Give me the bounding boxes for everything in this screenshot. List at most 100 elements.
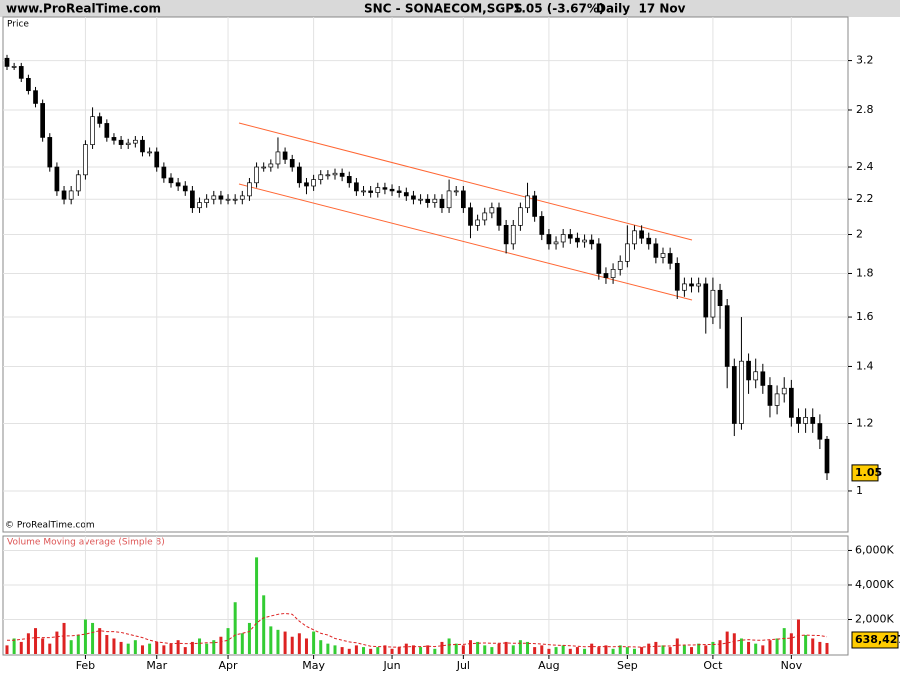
candle-body (275, 151, 281, 165)
y-tick-label: 1.4 (856, 359, 874, 372)
volume-bar (62, 622, 66, 654)
volume-bar (119, 641, 123, 654)
x-tick-label: Aug (538, 659, 559, 672)
candle-body (468, 207, 473, 226)
candle-body (560, 234, 566, 243)
candle-body (439, 198, 445, 209)
candle-body (703, 283, 709, 318)
candle-body (304, 182, 309, 187)
copyright: © ProRealTime.com (5, 521, 95, 531)
candle-body (296, 166, 302, 184)
candle-body (617, 260, 623, 270)
volume-bar (162, 645, 166, 654)
candle-body (796, 417, 801, 424)
volume-bar (76, 635, 80, 654)
candle-body (432, 198, 438, 203)
candle-body (696, 283, 702, 287)
volume-bar (411, 645, 415, 654)
candle-body (354, 182, 359, 192)
candle-body (767, 385, 773, 406)
candle-body (624, 243, 630, 262)
volume-bar (811, 638, 815, 654)
y-tick-label: 1.2 (856, 416, 874, 429)
volume-bar (133, 640, 137, 654)
candle-body (97, 116, 103, 124)
volume-bar (362, 647, 366, 654)
volume-bar (354, 645, 358, 654)
volume-bar (12, 638, 16, 654)
volume-bar (91, 622, 95, 654)
candle-body (425, 198, 431, 203)
y-tick-label: 2.8 (856, 103, 874, 116)
candle-body (118, 139, 124, 145)
volume-bar (304, 638, 308, 654)
volume-bar (269, 626, 273, 654)
candle-body (532, 195, 538, 217)
volume-bar (547, 648, 551, 654)
volume-bar (697, 643, 701, 654)
candle-body (682, 283, 687, 291)
candle-body (132, 139, 138, 144)
volume-bar (383, 645, 387, 654)
candle-body (311, 179, 316, 187)
candle-body (460, 190, 466, 209)
candle-body (724, 305, 730, 367)
volume-bar (796, 619, 800, 654)
volume-bar (126, 643, 130, 654)
volume-bar (426, 645, 430, 654)
volume-bar (148, 643, 152, 654)
x-tick-label: Feb (76, 659, 95, 672)
candle-body (154, 151, 160, 168)
volume-bar (319, 640, 323, 654)
last-price-label: 1.05 (855, 466, 882, 479)
volume-bar (711, 641, 715, 654)
candle-body (332, 172, 338, 176)
candle-body (104, 123, 110, 138)
volume-bar (454, 643, 458, 654)
y-tick-label: 1.6 (856, 310, 874, 323)
volume-bar (632, 648, 636, 654)
volume-bar (369, 648, 373, 654)
volume-bar (240, 633, 244, 654)
candle-body (375, 187, 381, 193)
candle-body (539, 216, 545, 235)
volume-bar (255, 557, 259, 654)
volume-bar (105, 635, 109, 654)
volume-bar (732, 633, 736, 654)
volume-bar (390, 648, 394, 654)
volume-bar (440, 641, 444, 654)
symbol: SNC - SONAECOM,SGPS (364, 2, 523, 16)
candle-body (774, 393, 780, 406)
candle-body (147, 151, 152, 154)
candle-body (667, 253, 673, 264)
candle-body (396, 190, 402, 193)
volume-bar (618, 645, 622, 654)
x-tick-label: Oct (703, 659, 723, 672)
volume-bar (775, 638, 779, 654)
candle-body (254, 166, 259, 184)
candle-body (47, 137, 53, 168)
volume-bar (675, 638, 679, 654)
volume-bar (490, 647, 494, 654)
volume-bar (540, 645, 544, 654)
candle-body (190, 190, 195, 209)
volume-bar (233, 602, 237, 654)
x-tick-label: Jun (382, 659, 400, 672)
volume-bar (5, 645, 9, 654)
period: Daily 17 Nov (596, 2, 686, 16)
volume-bar (419, 647, 423, 654)
volume-bar (789, 633, 793, 654)
candle-body (368, 190, 374, 193)
volume-bar (725, 631, 729, 654)
candle-body (211, 195, 217, 200)
volume-bar (41, 638, 45, 654)
volume-bar (668, 647, 672, 654)
candle-body (646, 237, 652, 245)
candle-body (18, 66, 24, 79)
volume-bar (754, 643, 758, 654)
y-tick-label: 2,000K (855, 612, 894, 625)
volume-bar (48, 643, 52, 654)
volume-bar (198, 638, 202, 654)
candle-body (803, 417, 808, 424)
